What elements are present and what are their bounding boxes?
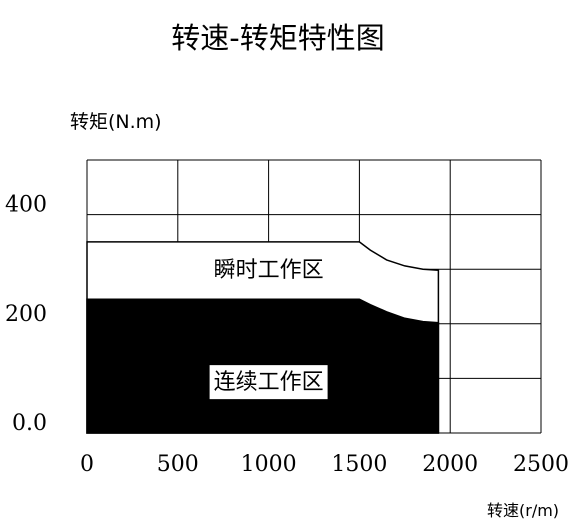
annotation-box-1: [209, 365, 328, 400]
x-axis-label: 转速(r/m): [487, 501, 559, 520]
y-axis-label: 转矩(N.m): [70, 111, 162, 133]
x-tick-label: 2500: [513, 452, 569, 477]
x-tick-label: 0: [80, 452, 94, 477]
x-tick-label: 1000: [241, 452, 297, 477]
x-tick-label: 2000: [422, 452, 478, 477]
x-tick-label: 1500: [331, 452, 387, 477]
y-tick-label: 0.0: [12, 411, 47, 436]
annotation-continuous-label: 连续工作区: [214, 370, 324, 395]
y-tick-label: 200: [5, 302, 47, 327]
chart-title: 转速-转矩特性图: [171, 21, 384, 55]
x-tick-label: 500: [157, 452, 199, 477]
annotation-instantaneous-label: 瞬时工作区: [214, 258, 324, 283]
y-tick-label: 400: [5, 193, 47, 218]
